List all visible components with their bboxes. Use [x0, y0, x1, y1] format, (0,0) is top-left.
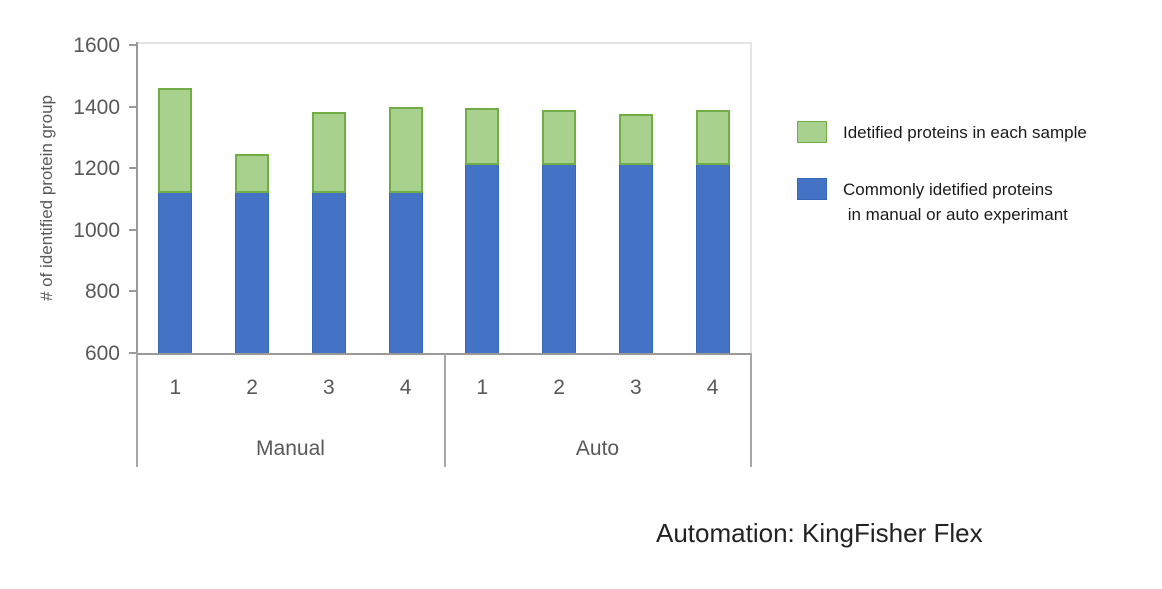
y-tick-mark [129, 105, 137, 108]
legend-label: Commonly idetified proteins in manual or… [843, 180, 1068, 224]
x-category-label: 3 [630, 376, 642, 399]
y-axis-title: # of identified protein group [37, 94, 56, 302]
bar-segment-common [618, 165, 653, 353]
y-tick-mark [129, 352, 137, 354]
y-tick-label: 1400 [73, 95, 120, 119]
legend-swatch-icon [797, 178, 827, 200]
plot-border-right [750, 42, 752, 354]
legend-item: Idetified proteins in each sample [797, 121, 1087, 145]
bar-segment-common [695, 165, 730, 353]
bar-segment-common [465, 165, 500, 353]
y-tick-label: 800 [84, 280, 120, 304]
bar-segment-identified [158, 88, 193, 193]
y-tick-mark [129, 290, 137, 293]
bar-segment-identified [542, 109, 577, 166]
legend-swatch-icon [797, 121, 827, 143]
caption-text: Automation: KingFisher Flex [656, 518, 983, 548]
plot-border-top [137, 42, 752, 44]
x-group-label: Manual [256, 437, 325, 460]
legend-label: Idetified proteins in each sample [843, 123, 1087, 142]
bar-segment-common [311, 192, 346, 353]
x-category-label: 1 [169, 376, 182, 399]
category-divider [136, 353, 138, 467]
chart-legend: Idetified proteins in each sample Commonl… [797, 121, 1087, 227]
y-axis-line [136, 42, 138, 354]
x-group-label: Auto [575, 437, 620, 460]
bar-segment-identified [311, 111, 346, 193]
x-category-label: 1 [476, 376, 489, 399]
y-tick-label: 1000 [73, 218, 120, 242]
category-divider [750, 353, 752, 467]
bar-segment-common [235, 192, 270, 353]
y-tick-label: 600 [84, 342, 120, 365]
bar-segment-identified [618, 113, 653, 166]
y-tick-mark [129, 228, 137, 231]
x-category-label: 4 [706, 376, 719, 399]
bar-segment-common [542, 165, 577, 353]
bar-segment-identified [465, 108, 500, 166]
x-category-label: 4 [399, 376, 412, 399]
x-category-label: 2 [553, 376, 565, 399]
bar-segment-identified [235, 154, 270, 193]
x-category-label: 3 [323, 376, 335, 399]
bar-segment-identified [388, 106, 423, 193]
stacked-bar-chart: # of identified protein group 1600 1400 12… [37, 34, 752, 467]
y-tick-label: 1600 [73, 34, 120, 57]
x-category-label: 2 [246, 376, 258, 399]
bar-segment-identified [695, 109, 730, 166]
y-tick-label: 1200 [73, 157, 120, 181]
y-tick-mark [129, 167, 137, 170]
y-tick-mark [129, 44, 137, 46]
bar-segment-common [158, 192, 193, 353]
category-divider [444, 353, 446, 467]
bar-segment-common [388, 192, 423, 353]
legend-item: Commonly idetified proteins in manual or… [797, 178, 1087, 227]
